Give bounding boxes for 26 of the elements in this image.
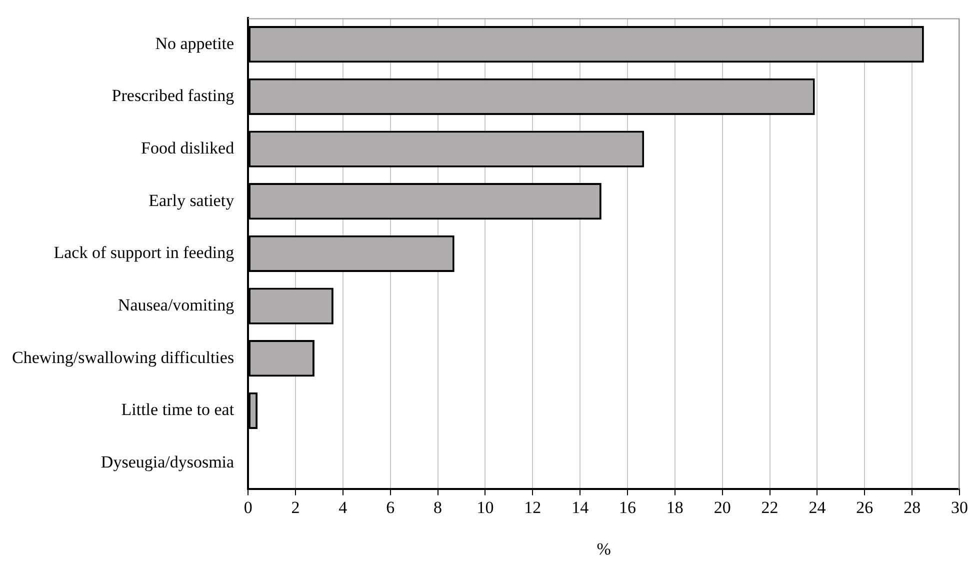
y-tick-label: Dyseugia/dysosmia xyxy=(100,452,235,472)
y-tick-label: Prescribed fasting xyxy=(112,86,235,106)
y-tick-label: Little time to eat xyxy=(121,400,234,420)
y-tick-label: Nausea/vomiting xyxy=(118,296,235,314)
y-tick-label: No appetite xyxy=(155,34,234,53)
x-tick-label: 24 xyxy=(808,498,826,517)
y-tick-label: Early satiety xyxy=(148,190,235,210)
x-tick-label: 28 xyxy=(904,498,921,517)
x-tick-label: 26 xyxy=(856,498,874,517)
x-tick-label: 18 xyxy=(666,498,684,517)
x-tick-label: 0 xyxy=(244,498,252,517)
x-tick-label: 8 xyxy=(434,498,442,517)
x-tick-label: 4 xyxy=(338,498,348,517)
x-tick-label: 14 xyxy=(572,498,590,517)
x-tick-label: 12 xyxy=(524,498,542,517)
x-tick-label: 20 xyxy=(714,498,731,517)
x-tick-label: 10 xyxy=(476,498,494,517)
y-tick-label: Lack of support in feeding xyxy=(54,243,235,262)
y-tick-label: Chewing/swallowing difficulties xyxy=(12,348,234,367)
x-tick-label: 6 xyxy=(386,498,395,517)
x-tick-label: 30 xyxy=(951,498,968,517)
x-tick-label: 22 xyxy=(761,498,778,517)
x-axis-title: % xyxy=(596,539,611,558)
x-tick-label: 16 xyxy=(619,498,636,517)
x-tick-label: 2 xyxy=(291,498,300,517)
y-tick-label: Food disliked xyxy=(141,138,235,158)
